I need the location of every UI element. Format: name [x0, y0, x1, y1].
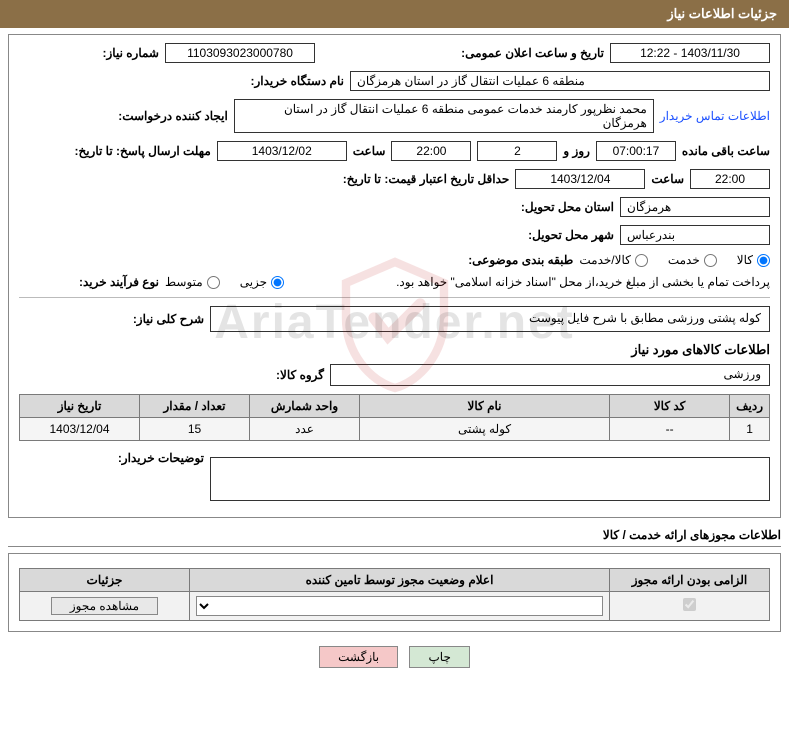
requester-label: ایجاد کننده درخواست: [88, 109, 228, 123]
items-header-cell: نام کالا [360, 395, 610, 418]
general-desc-label: شرح کلی نیاز: [64, 312, 204, 326]
buyer-notes-label: توضیحات خریدار: [64, 451, 204, 465]
license-panel: الزامی بودن ارائه مجوزاعلام وضعیت مجوز ت… [8, 553, 781, 632]
requester-value: محمد نظرپور کارمند خدمات عمومی منطقه 6 ع… [234, 99, 654, 133]
countdown-value: 07:00:17 [596, 141, 676, 161]
license-header-cell: اعلام وضعیت مجوز توسط تامین کننده [190, 569, 610, 592]
delivery-province-value: هرمزگان [620, 197, 770, 217]
category-goods-label: کالا [737, 253, 753, 267]
category-service-radio[interactable] [704, 254, 717, 267]
page-title: جزئیات اطلاعات نیاز [667, 6, 777, 21]
buyer-contact-link[interactable]: اطلاعات تماس خریدار [660, 109, 770, 123]
items-cell: 1 [730, 418, 770, 441]
items-cell: -- [610, 418, 730, 441]
items-header-cell: کد کالا [610, 395, 730, 418]
category-service-label: خدمت [668, 253, 700, 267]
delivery-city-label: شهر محل تحویل: [474, 228, 614, 242]
category-goods-service-option[interactable]: کالا/خدمت [579, 253, 647, 267]
purchase-type-radio-group: جزیی متوسط [165, 275, 284, 289]
license-table: الزامی بودن ارائه مجوزاعلام وضعیت مجوز ت… [19, 568, 770, 621]
license-header-cell: الزامی بودن ارائه مجوز [610, 569, 770, 592]
remaining-label: ساعت باقی مانده [682, 144, 770, 158]
category-radio-group: کالا خدمت کالا/خدمت [579, 253, 770, 267]
footer-buttons: چاپ بازگشت [0, 646, 789, 668]
items-cell: 1403/12/04 [20, 418, 140, 441]
items-cell: 15 [140, 418, 250, 441]
general-desc-value: کوله پشتی ورزشی مطابق با شرح فایل پیوست [210, 306, 770, 332]
license-status-select[interactable] [196, 596, 603, 616]
delivery-city-value: بندرعباس [620, 225, 770, 245]
view-license-button[interactable]: مشاهده مجوز [51, 597, 158, 615]
purchase-small-option[interactable]: جزیی [240, 275, 284, 289]
page-header: جزئیات اطلاعات نیاز [0, 0, 789, 28]
items-section-title: اطلاعات کالاهای مورد نیاز [19, 342, 770, 358]
group-value: ورزشی [330, 364, 770, 386]
payment-note: پرداخت تمام یا بخشی از مبلغ خرید،از محل … [396, 275, 770, 289]
category-label: طبقه بندی موضوعی: [433, 253, 573, 267]
announce-datetime-value: 1403/11/30 - 12:22 [610, 43, 770, 63]
min-validity-label: حداقل تاریخ اعتبار قیمت: تا تاریخ: [369, 172, 509, 186]
deadline-date-value: 1403/12/02 [217, 141, 347, 161]
purchase-medium-label: متوسط [165, 275, 203, 289]
print-button[interactable]: چاپ [409, 646, 469, 668]
category-goods-radio[interactable] [757, 254, 770, 267]
license-section: اطلاعات مجوزهای ارائه خدمت / کالا الزامی… [8, 524, 781, 632]
license-details-cell: مشاهده مجوز [20, 592, 190, 621]
group-label: گروه کالا: [184, 368, 324, 382]
category-goods-option[interactable]: کالا [737, 253, 770, 267]
purchase-small-label: جزیی [240, 275, 267, 289]
need-number-label: شماره نیاز: [19, 46, 159, 60]
license-mandatory-cell [610, 592, 770, 621]
license-row: مشاهده مجوز [20, 592, 770, 621]
items-cell: کوله پشتی [360, 418, 610, 441]
license-header-cell: جزئیات [20, 569, 190, 592]
deadline-hour-label: ساعت [353, 144, 386, 158]
category-service-option[interactable]: خدمت [668, 253, 717, 267]
deadline-hour-value: 22:00 [391, 141, 471, 161]
items-header-cell: ردیف [730, 395, 770, 418]
deadline-label: مهلت ارسال پاسخ: تا تاریخ: [71, 144, 211, 158]
days-and-label: روز و [563, 144, 590, 158]
items-header-cell: واحد شمارش [250, 395, 360, 418]
license-section-title: اطلاعات مجوزهای ارائه خدمت / کالا [8, 524, 781, 547]
category-goods-service-label: کالا/خدمت [579, 253, 630, 267]
min-validity-hour-value: 22:00 [690, 169, 770, 189]
purchase-medium-radio[interactable] [207, 276, 220, 289]
category-goods-service-radio[interactable] [635, 254, 648, 267]
min-validity-hour-label: ساعت [651, 172, 684, 186]
need-number-value: 1103093023000780 [165, 43, 315, 63]
buyer-org-label: نام دستگاه خریدار: [204, 74, 344, 88]
license-status-cell [190, 592, 610, 621]
buyer-notes-box [210, 457, 770, 501]
announce-datetime-label: تاریخ و ساعت اعلان عمومی: [461, 46, 604, 60]
purchase-type-label: نوع فرآیند خرید: [19, 275, 159, 289]
delivery-province-label: استان محل تحویل: [474, 200, 614, 214]
items-row: 1--کوله پشتیعدد151403/12/04 [20, 418, 770, 441]
divider [19, 297, 770, 298]
purchase-small-radio[interactable] [271, 276, 284, 289]
license-mandatory-checkbox [683, 598, 696, 611]
days-remaining-value: 2 [477, 141, 557, 161]
items-table: ردیفکد کالانام کالاواحد شمارشتعداد / مقد… [19, 394, 770, 441]
purchase-medium-option[interactable]: متوسط [165, 275, 220, 289]
main-panel: AriaTender.net شماره نیاز: 1103093023000… [8, 34, 781, 518]
items-cell: عدد [250, 418, 360, 441]
items-header-cell: تاریخ نیاز [20, 395, 140, 418]
buyer-org-value: منطقه 6 عملیات انتقال گاز در استان هرمزگ… [350, 71, 770, 91]
min-validity-date-value: 1403/12/04 [515, 169, 645, 189]
back-button[interactable]: بازگشت [319, 646, 398, 668]
items-header-cell: تعداد / مقدار [140, 395, 250, 418]
